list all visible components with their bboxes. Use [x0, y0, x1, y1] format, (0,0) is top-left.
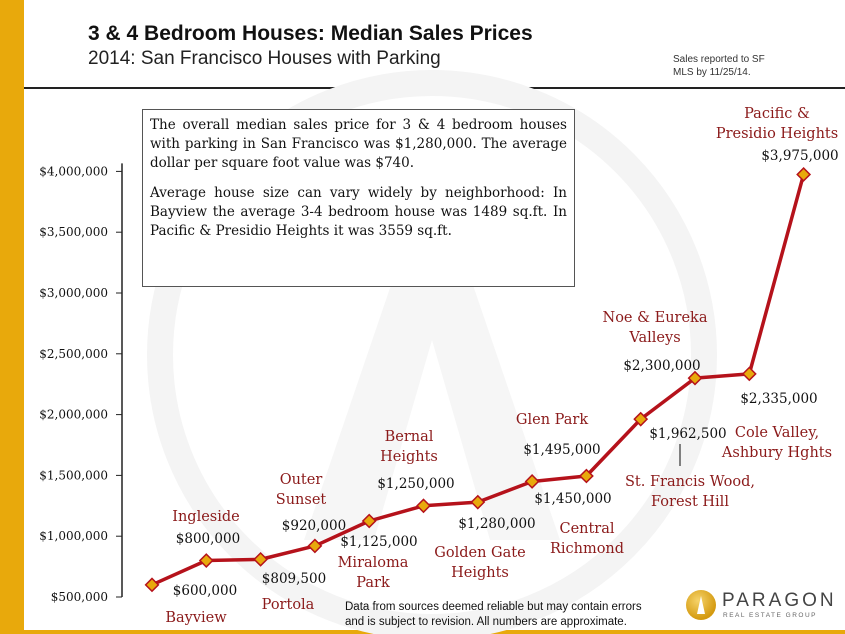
data-value-label: $1,250,000 — [377, 476, 454, 492]
neighborhood-label: Ingleside — [172, 509, 240, 525]
data-point-marker — [633, 411, 649, 427]
chart-subtitle: 2014: San Francisco Houses with Parking — [88, 48, 441, 69]
data-point-marker — [144, 577, 160, 593]
data-value-label: $3,975,000 — [761, 148, 838, 164]
neighborhood-label: Sunset — [276, 492, 327, 508]
logo-wordmark: PARAGON — [722, 590, 837, 611]
chart-title: 3 & 4 Bedroom Houses: Median Sales Price… — [88, 22, 533, 45]
data-value-label: $1,280,000 — [458, 516, 535, 532]
chart-labels: $600,000 Bayview $800,000 Ingleside $809,500… — [165, 106, 838, 626]
data-value-label: $1,495,000 — [523, 442, 600, 458]
neighborhood-label: Pacific & — [744, 106, 810, 122]
data-value-label: $809,500 — [262, 571, 326, 587]
summary-note-box: The overall median sales price for 3 & 4… — [142, 109, 575, 287]
left-accent-bar — [0, 0, 24, 634]
data-point-marker — [470, 494, 486, 510]
paragon-logo: PARAGON REAL ESTATE GROUP — [686, 590, 845, 626]
neighborhood-label: Golden Gate — [434, 545, 525, 561]
neighborhood-label: St. Francis Wood, — [625, 474, 755, 490]
data-point-marker — [578, 468, 594, 484]
y-tick-label: $3,000,000 — [39, 286, 108, 300]
data-point-marker — [796, 167, 812, 182]
data-point-marker — [253, 551, 269, 567]
neighborhood-label: Presidio Heights — [716, 126, 838, 142]
data-value-label: $1,125,000 — [340, 534, 417, 550]
neighborhood-label: Miraloma — [338, 555, 409, 571]
source-note: Sales reported to SF MLS by 11/25/14. — [673, 54, 765, 78]
data-point-marker — [416, 498, 431, 514]
data-point-marker — [687, 370, 703, 386]
neighborhood-label: Portola — [262, 597, 315, 613]
neighborhood-label: Heights — [380, 449, 438, 465]
neighborhood-label: Noe & Eureka — [603, 310, 708, 326]
y-tick-label: $3,500,000 — [39, 225, 108, 239]
data-point-marker — [524, 474, 540, 489]
summary-paragraph-1: The overall median sales price for 3 & 4… — [150, 117, 567, 171]
data-value-label: $2,335,000 — [740, 391, 817, 407]
data-value-label: $800,000 — [176, 531, 240, 547]
neighborhood-label: Glen Park — [516, 412, 588, 428]
logo-subtitle: REAL ESTATE GROUP — [723, 612, 818, 619]
summary-paragraph-2: Average house size can vary widely by ne… — [150, 185, 567, 239]
y-axis: $500,000 $1,000,000 $1,500,000 $2,000,000 $2… — [39, 163, 123, 604]
neighborhood-label: Cole Valley, — [735, 425, 819, 441]
paragon-logo-icon — [686, 590, 716, 620]
data-point-marker — [198, 553, 214, 568]
neighborhood-label: Valleys — [628, 330, 680, 346]
data-value-label: $1,962,500 — [649, 426, 726, 442]
y-tick-label: $1,000,000 — [39, 529, 108, 543]
data-value-label: $2,300,000 — [623, 358, 700, 374]
neighborhood-label: Heights — [451, 565, 509, 581]
data-value-label: $920,000 — [282, 518, 346, 534]
data-point-marker — [741, 366, 757, 382]
neighborhood-label: Park — [356, 575, 390, 591]
neighborhood-label: Richmond — [550, 541, 624, 557]
y-tick-label: $500,000 — [51, 590, 108, 604]
data-point-marker — [361, 513, 377, 529]
y-tick-label: $1,500,000 — [39, 468, 108, 482]
neighborhood-label: Bayview — [165, 610, 227, 626]
neighborhood-label: Ashbury Hghts — [721, 445, 832, 461]
neighborhood-label: Bernal — [385, 429, 434, 445]
neighborhood-label: Central — [559, 521, 614, 537]
data-value-label: $1,450,000 — [534, 491, 611, 507]
price-series — [144, 167, 812, 593]
neighborhood-label: Forest Hill — [651, 494, 729, 510]
data-disclaimer: Data from sources deemed reliable but ma… — [345, 601, 642, 628]
watermark-logo — [147, 70, 717, 634]
y-tick-label: $2,500,000 — [39, 347, 108, 361]
data-value-label: $600,000 — [173, 583, 237, 599]
data-point-marker — [307, 538, 323, 554]
neighborhood-label: Outer — [280, 472, 323, 488]
y-tick-label: $4,000,000 — [39, 164, 108, 178]
y-tick-label: $2,000,000 — [39, 408, 108, 422]
